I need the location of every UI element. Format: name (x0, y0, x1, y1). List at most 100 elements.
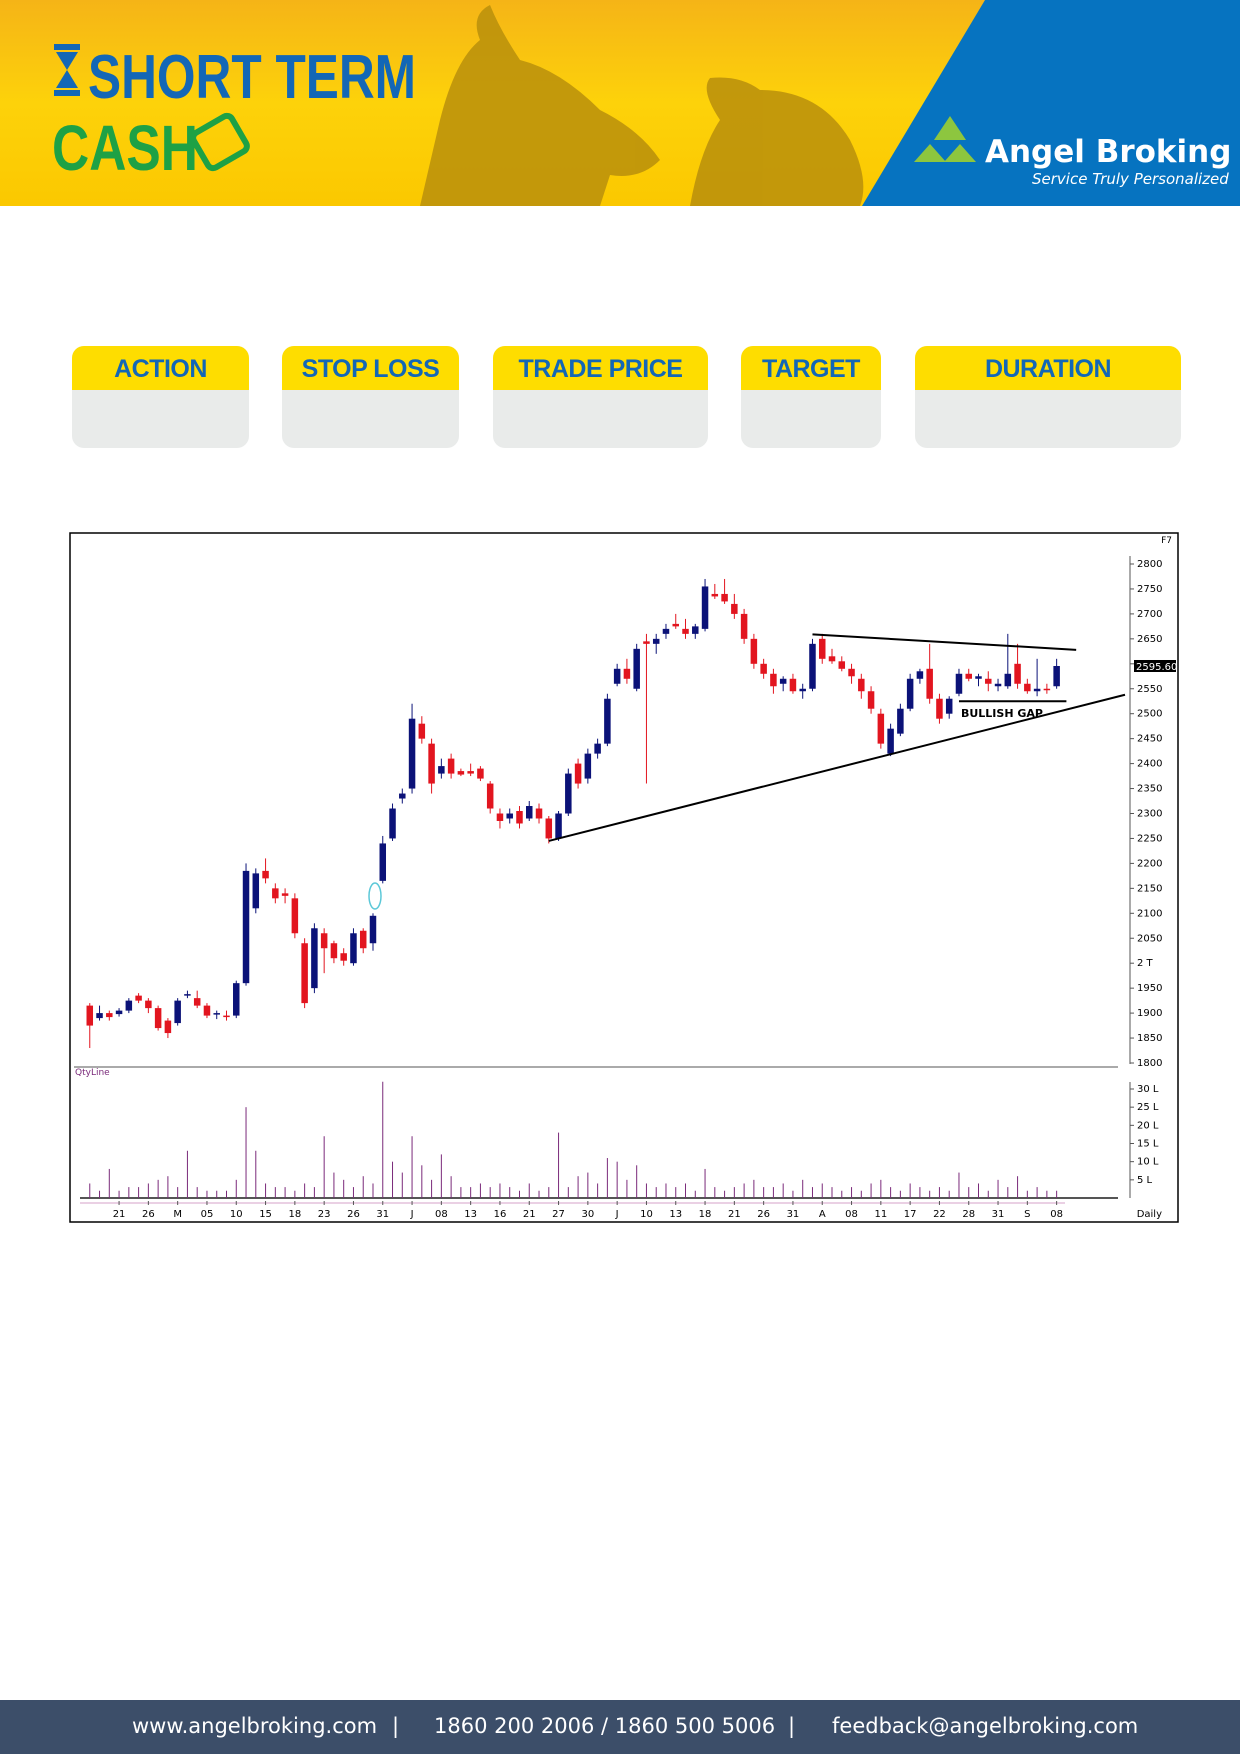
y-tick-label: 2350 (1137, 784, 1162, 795)
x-tick-label: 26 (347, 1209, 360, 1220)
x-tick-label: 21 (113, 1209, 126, 1220)
candle-body (731, 603, 738, 614)
candle-body (252, 873, 260, 909)
trendline (812, 633, 1077, 651)
x-tick-label: M (173, 1209, 182, 1220)
x-tick-label: J (615, 1209, 619, 1220)
y2-tick-label: 10 L (1137, 1157, 1159, 1168)
candle-body (477, 768, 484, 779)
candle-body (1033, 688, 1041, 692)
candle-body (721, 593, 728, 602)
y-tick-label: 2700 (1137, 609, 1162, 620)
candle-body (662, 628, 670, 634)
period-label: Daily (1137, 1209, 1162, 1220)
table-cell: TRADE PRICE (493, 346, 708, 448)
x-tick-label: 31 (992, 1209, 1005, 1220)
x-tick-label: 21 (523, 1209, 536, 1220)
y-tick-label: 2150 (1137, 883, 1162, 894)
volume-label: QtyLine (75, 1068, 110, 1078)
candle-body (838, 661, 846, 669)
table-cell: STOP LOSS (282, 346, 459, 448)
x-tick-label: 10 (230, 1209, 243, 1220)
y-tick-label: 1800 (1137, 1058, 1162, 1069)
x-tick-label: 18 (288, 1209, 301, 1220)
y-tick-label: 2400 (1137, 759, 1162, 770)
table-header: ACTION (72, 346, 249, 390)
candle-body (233, 983, 240, 1016)
x-tick-label: 08 (1050, 1209, 1063, 1220)
x-tick-label: 31 (787, 1209, 800, 1220)
y-tick-label: 2100 (1137, 908, 1162, 919)
candle-body (106, 1013, 113, 1018)
y2-tick-label: 30 L (1137, 1084, 1159, 1095)
candle-body (262, 870, 269, 879)
candle-body (311, 928, 318, 989)
candle-body (633, 648, 640, 689)
candle-body (447, 758, 455, 774)
candle-body (526, 806, 533, 819)
x-tick-label: 15 (259, 1209, 272, 1220)
y2-tick-label: 15 L (1137, 1139, 1159, 1150)
candle-body (330, 943, 338, 959)
candle-body (604, 698, 611, 744)
candle-body (96, 1013, 103, 1019)
brand-logo (914, 116, 976, 162)
x-tick-label: 10 (640, 1209, 653, 1220)
candle-body (701, 586, 709, 629)
candle-body (906, 678, 914, 709)
x-tick-label: 23 (318, 1209, 331, 1220)
x-tick-label: 28 (962, 1209, 975, 1220)
y2-tick-label: 20 L (1137, 1120, 1159, 1131)
y-tick-label: 2600 (1137, 659, 1162, 670)
hourglass (56, 52, 78, 88)
candle-body (340, 953, 347, 961)
candle-body (887, 728, 894, 754)
last-price-tag (1134, 659, 1176, 672)
cash-icon (190, 112, 250, 172)
table-header: DURATION (915, 346, 1181, 390)
footer-separator: | (392, 1714, 400, 1738)
candle-body (555, 813, 562, 839)
candle-body (379, 843, 387, 881)
candle-body (281, 893, 289, 896)
y2-tick-label: 25 L (1137, 1102, 1159, 1113)
x-tick-label: 30 (581, 1209, 594, 1220)
hourglass (54, 44, 80, 50)
y-tick-label: 1900 (1137, 1008, 1162, 1019)
x-tick-label: 22 (933, 1209, 946, 1220)
x-tick-label: A (819, 1209, 826, 1220)
table-header: STOP LOSS (282, 346, 459, 390)
y-tick-label: 2200 (1137, 858, 1162, 869)
footer-phone: 1860 200 2006 / 1860 500 5006 (434, 1714, 776, 1738)
banner: SHORT TERM CASH Angel Broking Service Tr… (0, 0, 1240, 206)
candle-body (135, 995, 142, 1001)
x-tick-label: S (1024, 1209, 1030, 1220)
candle-body (389, 808, 396, 839)
x-tick-label: 27 (552, 1209, 565, 1220)
candle-body (486, 783, 494, 809)
candle-body (320, 933, 328, 949)
candle-body (86, 1005, 94, 1026)
candle-body (1014, 663, 1021, 684)
candle-body (711, 593, 719, 597)
table-cell: DURATION (915, 346, 1181, 448)
bull-bear-silhouette (420, 5, 864, 206)
candle-body (682, 628, 689, 634)
candle-body (994, 683, 1002, 687)
hourglass (54, 90, 80, 96)
candle-body (672, 623, 679, 627)
x-tick-label: 31 (376, 1209, 389, 1220)
candle-body (369, 915, 377, 944)
x-tick-label: 08 (845, 1209, 858, 1220)
y-tick-label: 2650 (1137, 634, 1162, 645)
footer: www.angelbroking.com | 1860 200 2006 / 1… (0, 1700, 1240, 1754)
table-cell: TARGET (741, 346, 881, 448)
candle-body (760, 663, 767, 674)
candle-body (955, 673, 963, 694)
x-tick-label: 05 (201, 1209, 214, 1220)
footer-website: www.angelbroking.com (132, 1714, 378, 1738)
candle-body (291, 898, 299, 934)
candle-body (213, 1013, 220, 1015)
candle-body (652, 638, 660, 644)
